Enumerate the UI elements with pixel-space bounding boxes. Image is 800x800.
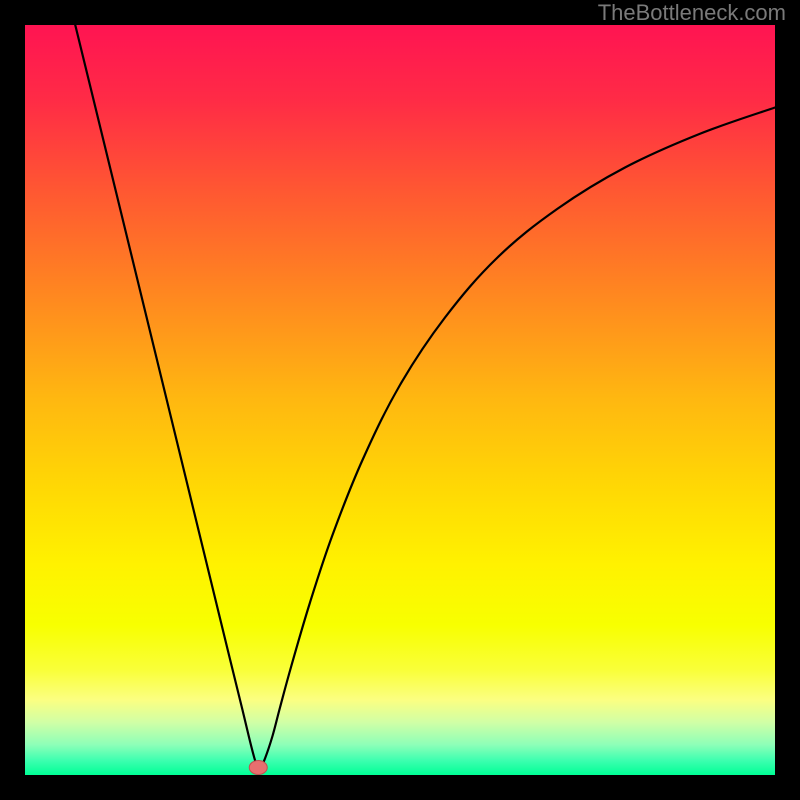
vertex-marker xyxy=(249,761,267,775)
bottleneck-chart xyxy=(0,0,800,800)
watermark-text: TheBottleneck.com xyxy=(598,0,786,26)
chart-background xyxy=(25,25,775,775)
